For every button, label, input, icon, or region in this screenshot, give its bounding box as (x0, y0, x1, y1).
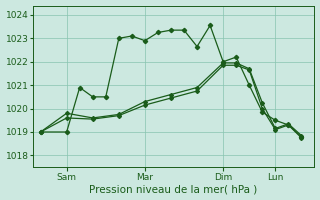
X-axis label: Pression niveau de la mer( hPa ): Pression niveau de la mer( hPa ) (90, 184, 258, 194)
